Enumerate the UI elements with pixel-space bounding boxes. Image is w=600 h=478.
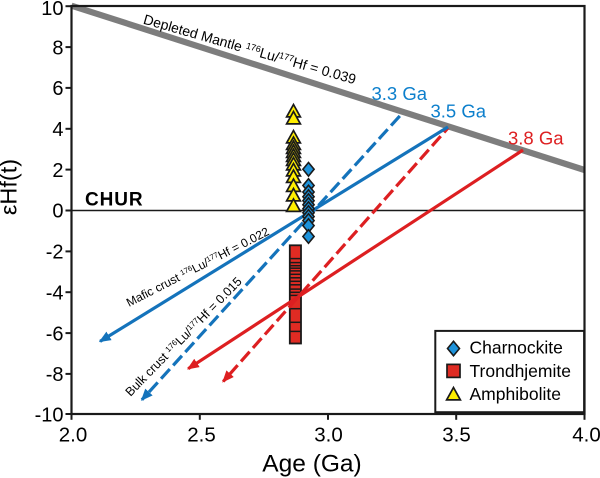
svg-text:3.0: 3.0 bbox=[314, 424, 343, 447]
svg-text:3.8 Ga: 3.8 Ga bbox=[508, 128, 564, 149]
svg-text:-10: -10 bbox=[35, 404, 64, 426]
svg-text:4: 4 bbox=[52, 119, 63, 141]
svg-text:10: 10 bbox=[41, 0, 63, 20]
svg-text:-4: -4 bbox=[46, 282, 64, 304]
svg-text:Trondhjemite: Trondhjemite bbox=[470, 361, 571, 381]
svg-text:6: 6 bbox=[52, 78, 63, 100]
svg-text:3.5: 3.5 bbox=[442, 424, 471, 447]
svg-text:Age (Ga): Age (Ga) bbox=[262, 451, 361, 478]
svg-text:4.0: 4.0 bbox=[572, 424, 600, 447]
svg-text:2: 2 bbox=[52, 160, 63, 182]
svg-text:Amphibolite: Amphibolite bbox=[470, 384, 561, 404]
svg-text:3.5 Ga: 3.5 Ga bbox=[431, 101, 487, 122]
svg-text:8: 8 bbox=[52, 37, 63, 59]
svg-text:0: 0 bbox=[52, 201, 63, 223]
svg-text:-2: -2 bbox=[46, 242, 64, 264]
svg-text:3.3 Ga: 3.3 Ga bbox=[372, 83, 428, 104]
svg-text:CHUR: CHUR bbox=[85, 190, 144, 211]
svg-text:2.0: 2.0 bbox=[59, 424, 88, 447]
svg-text:εHf(t): εHf(t) bbox=[0, 159, 22, 215]
svg-text:-8: -8 bbox=[46, 364, 64, 386]
svg-text:2.5: 2.5 bbox=[187, 424, 216, 447]
svg-text:Charnockite: Charnockite bbox=[470, 338, 563, 358]
svg-text:-6: -6 bbox=[46, 323, 64, 345]
